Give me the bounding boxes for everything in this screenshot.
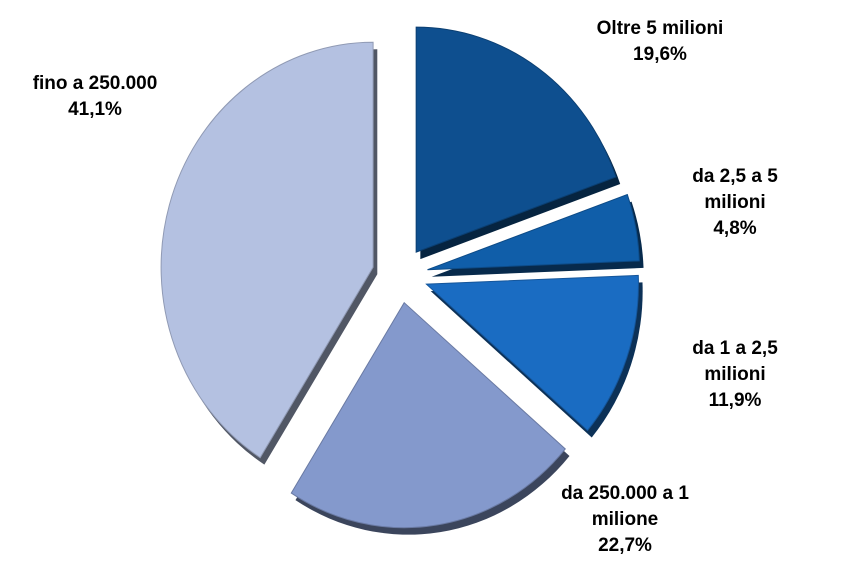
slice-label: fino a 250.000 41,1%: [33, 71, 158, 123]
value-label: 19,6%: [633, 44, 687, 65]
category-label: da 250.000 a 1 milione: [561, 483, 689, 530]
slice: [427, 193, 640, 271]
category-label: fino a 250.000: [32, 73, 158, 94]
slice-label: da 1 a 2,5 milioni 11,9%: [678, 336, 793, 414]
value-label: 22,7%: [598, 535, 652, 556]
slice-label: da 2,5 a 5 milioni 4,8%: [678, 164, 793, 242]
slice: [290, 301, 566, 529]
value-label: 11,9%: [708, 390, 762, 411]
value-label: 41,1%: [68, 99, 122, 120]
slice: [160, 41, 374, 459]
slice-label: Oltre 5 milioni 19,6%: [597, 16, 724, 68]
category-label: da 1 a 2,5 milioni: [692, 338, 778, 385]
category-label: da 2,5 a 5 milioni: [692, 166, 778, 213]
slice-label: da 250.000 a 1 milione 22,7%: [535, 481, 715, 559]
slice: [415, 26, 617, 253]
slice: [425, 274, 639, 432]
value-label: 4,8%: [713, 218, 757, 239]
category-label: Oltre 5 milioni: [596, 18, 724, 39]
